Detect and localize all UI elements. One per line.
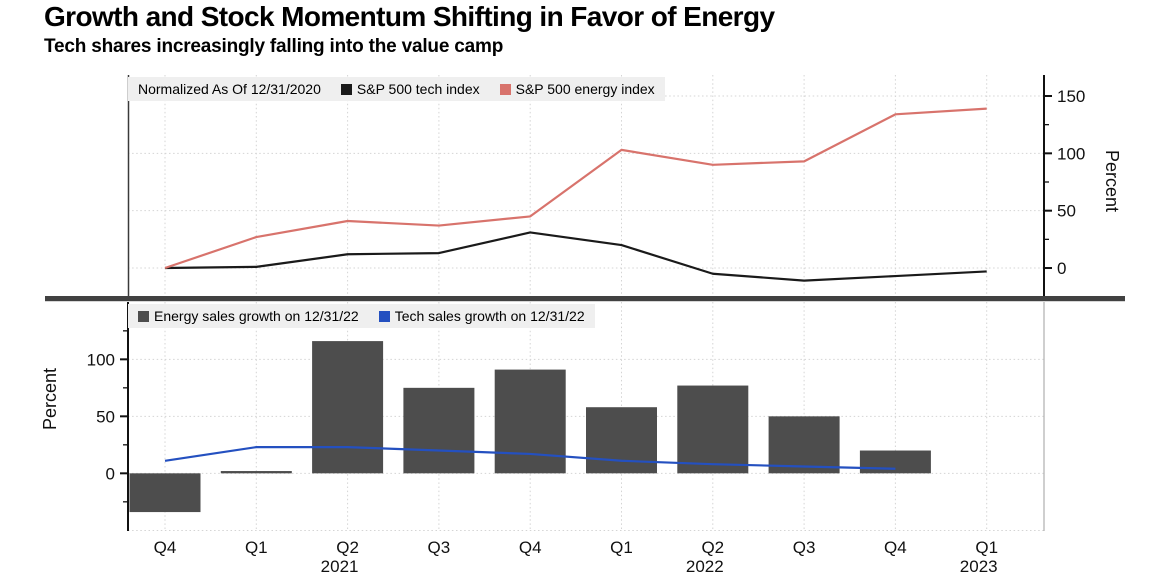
svg-text:Q4: Q4 <box>154 538 177 557</box>
svg-text:Q3: Q3 <box>793 538 816 557</box>
svg-text:150: 150 <box>1057 87 1085 106</box>
tech-sales-swatch-icon <box>378 310 390 322</box>
svg-text:2022: 2022 <box>686 557 724 574</box>
tech-index-label: S&P 500 tech index <box>356 81 480 97</box>
svg-text:Q4: Q4 <box>519 538 542 557</box>
energy-index-swatch-icon <box>499 83 511 95</box>
svg-text:Q1: Q1 <box>975 538 998 557</box>
svg-text:Q2: Q2 <box>336 538 359 557</box>
svg-text:50: 50 <box>1057 202 1076 221</box>
top-y-axis-label: Percent <box>1102 150 1122 213</box>
svg-text:Q2: Q2 <box>701 538 724 557</box>
chart-subtitle: Tech shares increasingly falling into th… <box>44 36 504 57</box>
svg-text:0: 0 <box>106 464 115 483</box>
svg-text:Q3: Q3 <box>428 538 451 557</box>
legend-item-tech-index: S&P 500 tech index <box>340 81 480 97</box>
svg-text:100: 100 <box>1057 144 1085 163</box>
panel-separator <box>45 296 1125 302</box>
svg-text:Q4: Q4 <box>884 538 907 557</box>
svg-text:0: 0 <box>1057 259 1066 278</box>
legend-item-tech-sales: Tech sales growth on 12/31/22 <box>378 308 585 324</box>
bottom-y-axis-label: Percent <box>40 368 60 431</box>
energy-index-label: S&P 500 energy index <box>515 81 655 97</box>
legend-note-label: Normalized As Of 12/31/2020 <box>138 81 321 97</box>
legend-item-energy-index: S&P 500 energy index <box>499 81 655 97</box>
energy-sales-label: Energy sales growth on 12/31/22 <box>154 308 359 324</box>
svg-text:Q1: Q1 <box>245 538 268 557</box>
top-chart-svg: 0 50 100 150 <box>127 75 1085 298</box>
bottom-legend: Energy sales growth on 12/31/22 Tech sal… <box>128 304 595 328</box>
svg-text:2021: 2021 <box>321 557 359 574</box>
top-legend: Normalized As Of 12/31/2020 S&P 500 tech… <box>128 77 665 101</box>
legend-item-normalized: Normalized As Of 12/31/2020 <box>138 81 321 97</box>
svg-text:50: 50 <box>96 407 115 426</box>
energy-sales-swatch-icon <box>138 310 149 322</box>
svg-text:2023: 2023 <box>960 557 998 574</box>
svg-text:Q1: Q1 <box>610 538 633 557</box>
chart-title: Growth and Stock Momentum Shifting in Fa… <box>44 1 775 32</box>
legend-item-energy-sales: Energy sales growth on 12/31/22 <box>138 308 359 324</box>
tech-sales-label: Tech sales growth on 12/31/22 <box>394 308 585 324</box>
bottom-chart-svg: 0 50 100 Q4 Q1 Q2 Q3 Q4 Q1 Q2 Q3 Q4 Q1 2021 2022 2023 <box>87 302 1045 574</box>
svg-text:100: 100 <box>87 350 115 369</box>
tech-index-swatch-icon <box>340 83 352 95</box>
